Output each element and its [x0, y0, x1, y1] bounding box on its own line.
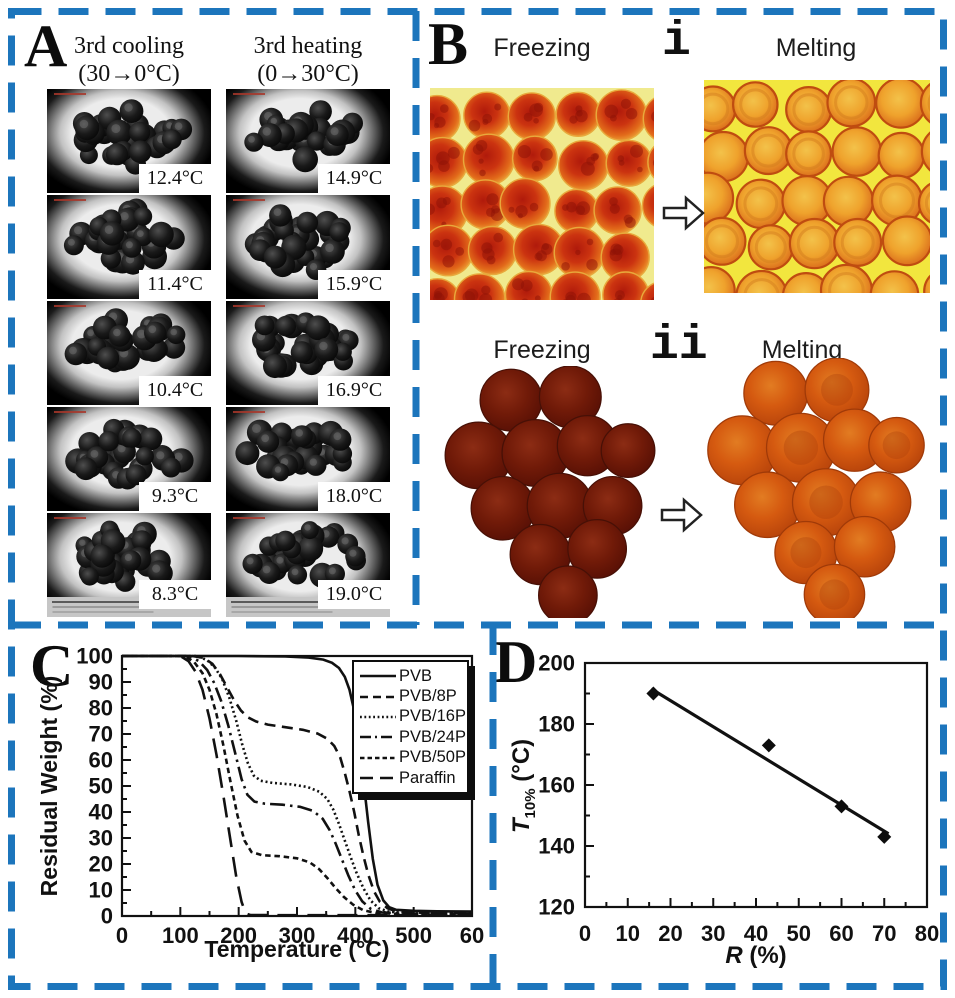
legend-item: PVB/50P [359, 748, 467, 768]
temperature-label: 16.9°C [318, 376, 390, 405]
microscopy-photo-cooling-1: 12.4°C [47, 89, 211, 193]
svg-text:70: 70 [872, 921, 896, 946]
cooling-column-header: 3rd cooling (30→0°C) [47, 32, 211, 89]
freezing-caption-ii: Freezing [493, 336, 591, 364]
svg-text:40: 40 [89, 800, 113, 825]
svg-text:140: 140 [538, 834, 575, 859]
legend-item: PVB/24P [359, 727, 467, 747]
legend-line-sample [360, 674, 396, 678]
legend-item: PVB [359, 666, 467, 686]
svg-text:20: 20 [658, 921, 682, 946]
micrograph-freezing-i [430, 88, 654, 300]
legend-line-sample [360, 756, 396, 759]
freezing-caption-i: Freezing [493, 34, 591, 62]
temperature-label: 18.0°C [318, 482, 390, 511]
legend-item: PVB/16P [359, 707, 467, 727]
svg-text:500: 500 [395, 923, 432, 948]
legend-line-sample [360, 715, 396, 719]
svg-text:400: 400 [337, 923, 374, 948]
microscopy-photo-heating-3: 16.9°C [226, 301, 390, 405]
svg-text:300: 300 [279, 923, 316, 948]
micrograph-melting-i [704, 80, 930, 293]
temperature-label: 11.4°C [139, 270, 211, 299]
subpanel-ii-label: ii [650, 319, 708, 373]
legend-label: PVB/8P [399, 687, 457, 706]
svg-text:60: 60 [89, 748, 113, 773]
svg-text:180: 180 [538, 712, 575, 737]
legend-label: PVB [399, 666, 433, 685]
legend-line-sample [360, 776, 396, 780]
data-point-diamond [646, 686, 661, 701]
svg-text:160: 160 [538, 773, 575, 798]
chart-legend: PVB PVB/8P PVB/16P PVB/24P PVB/50P Paraffin [352, 660, 469, 795]
droplets-melting-ii [707, 358, 925, 618]
arrow-right-icon [660, 497, 703, 533]
d-yaxis-label: T10% (°C) [508, 739, 539, 833]
svg-text:0: 0 [579, 921, 591, 946]
svg-text:10: 10 [616, 921, 640, 946]
temperature-label: 14.9°C [318, 164, 390, 193]
svg-text:20: 20 [89, 852, 113, 877]
svg-text:100: 100 [76, 644, 113, 669]
microscopy-photo-heating-1: 14.9°C [226, 89, 390, 193]
svg-text:200: 200 [538, 651, 575, 676]
temperature-label: 12.4°C [139, 164, 211, 193]
svg-text:80: 80 [89, 696, 113, 721]
c-yaxis-label: Residual Weight (%) [36, 676, 62, 897]
temperature-label: 8.3°C [139, 580, 211, 609]
legend-label: Paraffin [399, 768, 456, 787]
microscopy-photo-heating-4: 18.0°C [226, 407, 390, 511]
data-point-diamond [877, 829, 892, 844]
temperature-label: 15.9°C [318, 270, 390, 299]
microscopy-photo-heating-2: 15.9°C [226, 195, 390, 299]
svg-text:120: 120 [538, 895, 575, 920]
data-point-diamond [761, 738, 776, 753]
legend-line-sample [360, 736, 396, 739]
svg-text:30: 30 [89, 826, 113, 851]
legend-label: PVB/50P [399, 748, 466, 767]
svg-text:80: 80 [915, 921, 939, 946]
svg-text:200: 200 [220, 923, 257, 948]
svg-text:70: 70 [89, 722, 113, 747]
legend-line-sample [360, 695, 396, 698]
melting-caption-i: Melting [775, 34, 857, 62]
panel-b-label: B [428, 11, 469, 77]
svg-text:90: 90 [89, 670, 113, 695]
droplets-freezing-ii [444, 366, 656, 618]
d-xaxis-label: R (%) [725, 942, 786, 969]
cooling-title: 3rd cooling [74, 33, 184, 59]
temperature-label: 10.4°C [139, 376, 211, 405]
legend-item: Paraffin [359, 768, 467, 788]
svg-text:10: 10 [89, 878, 113, 903]
cooling-range: (30→0°C) [78, 61, 180, 88]
svg-text:0: 0 [101, 904, 113, 929]
legend-label: PVB/24P [399, 727, 466, 746]
d-plot-border [583, 661, 929, 909]
temperature-label: 19.0°C [318, 580, 390, 609]
svg-text:60: 60 [460, 923, 484, 948]
microscopy-photo-cooling-4: 9.3°C [47, 407, 211, 511]
svg-text:50: 50 [787, 921, 811, 946]
microscopy-photo-cooling-5: 8.3°C [47, 513, 211, 617]
heating-column-header: 3rd heating (0→30°C) [226, 32, 390, 89]
arrow-right-icon [662, 195, 705, 231]
svg-text:50: 50 [89, 774, 113, 799]
subpanel-i-label: i [662, 15, 691, 69]
svg-text:0: 0 [116, 923, 128, 948]
microscopy-photo-cooling-2: 11.4°C [47, 195, 211, 299]
microscopy-photo-heating-5: 19.0°C [226, 513, 390, 617]
heating-title: 3rd heating [253, 33, 363, 59]
svg-text:100: 100 [162, 923, 199, 948]
svg-text:30: 30 [701, 921, 725, 946]
legend-label: PVB/16P [399, 707, 466, 726]
heating-range: (0→30°C) [257, 61, 359, 88]
temperature-label: 9.3°C [139, 482, 211, 511]
microscopy-photo-cooling-3: 10.4°C [47, 301, 211, 405]
svg-text:60: 60 [829, 921, 853, 946]
legend-item: PVB/8P [359, 686, 467, 706]
